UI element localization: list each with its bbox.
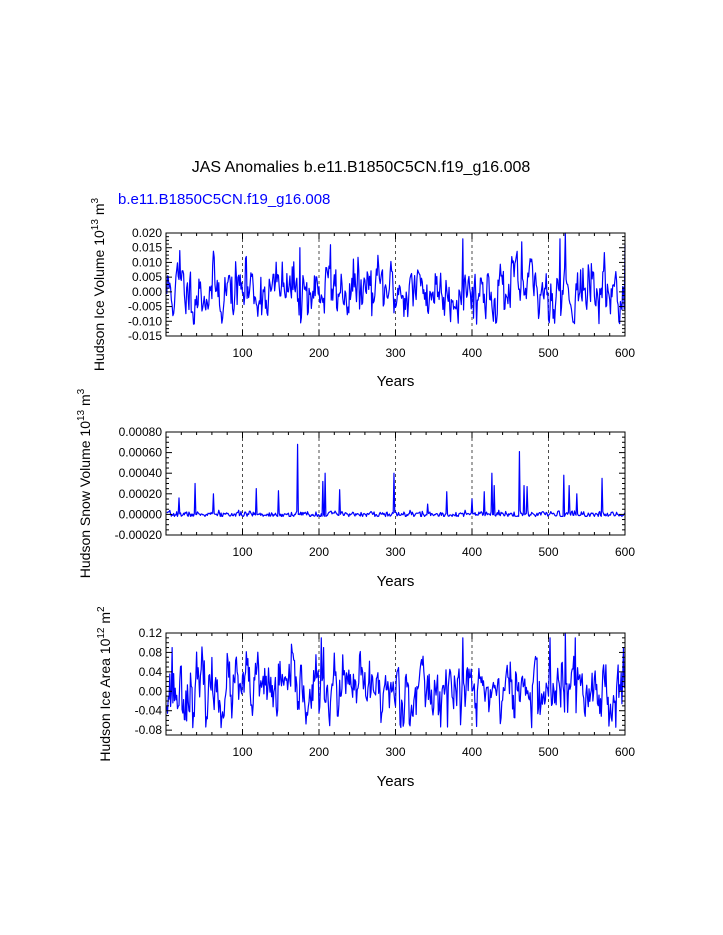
- y-tick-label: -0.08: [135, 723, 163, 737]
- x-tick-label: 300: [385, 545, 405, 559]
- series-line: [166, 443, 626, 518]
- panel-ice-area: 100 200 300 400 500 600 -0.08 -0.04 0.00 0.04 0.08…: [96, 606, 635, 790]
- y-tick-label: 0.00: [139, 684, 163, 698]
- x-tick-label: 400: [462, 545, 482, 559]
- series-line: [166, 632, 626, 729]
- y-tick-label: 0.12: [139, 626, 163, 640]
- plot-frame: [165, 431, 626, 536]
- x-tick-label: 200: [309, 545, 329, 559]
- x-tick-label: 300: [385, 745, 405, 759]
- y-tick-label: 0.00040: [119, 466, 163, 480]
- y-tick-label: 0.00080: [119, 425, 163, 439]
- x-tick-label: 300: [385, 346, 405, 360]
- y-axis-label: Hudson Ice Area 1012 m2: [96, 606, 113, 762]
- x-tick-label: 500: [538, 745, 558, 759]
- x-tick-label: 100: [232, 545, 252, 559]
- x-tick-label: 600: [615, 346, 635, 360]
- x-axis-label: Years: [377, 573, 415, 590]
- y-tick-label: 0.015: [132, 241, 162, 255]
- x-tick-label: 600: [615, 745, 635, 759]
- series-line: [166, 232, 626, 325]
- x-tick-label: 600: [615, 545, 635, 559]
- y-tick-label: -0.005: [128, 300, 162, 314]
- x-axis-label: Years: [377, 773, 415, 790]
- y-tick-label: 0.005: [132, 270, 162, 284]
- y-tick-label: -0.015: [128, 329, 162, 343]
- figure-title: JAS Anomalies b.e11.B1850C5CN.f19_g16.00…: [192, 159, 531, 176]
- x-axis-label: Years: [377, 373, 415, 390]
- y-axis-label: Hudson Snow Volume 1013 m3: [76, 388, 93, 578]
- y-tick-label: 0.010: [132, 255, 162, 269]
- x-tick-label: 500: [538, 346, 558, 360]
- panel-snow-volume: 100 200 300 400 500 600 -0.00020 0.00000 0.00020…: [76, 388, 635, 590]
- y-tick-label: 0.00000: [119, 507, 163, 521]
- y-tick-label: 0.000: [132, 285, 162, 299]
- y-tick-label: 0.08: [139, 645, 163, 659]
- x-tick-label: 200: [309, 745, 329, 759]
- x-tick-label: 100: [232, 745, 252, 759]
- y-tick-label: 0.04: [139, 665, 163, 679]
- x-tick-label: 400: [462, 745, 482, 759]
- y-tick-label: -0.00020: [115, 528, 163, 542]
- x-tick-label: 100: [232, 346, 252, 360]
- y-tick-label: -0.04: [135, 704, 163, 718]
- y-tick-label: 0.020: [132, 226, 162, 240]
- x-tick-label: 200: [309, 346, 329, 360]
- y-tick-label: 0.00020: [119, 487, 163, 501]
- figure-subtitle: b.e11.B1850C5CN.f19_g16.008: [118, 191, 330, 208]
- panel-ice-volume: 100 200 300 400 500 600-0.015-0.010-0.0050.00…: [90, 198, 635, 391]
- y-tick-label: 0.00060: [119, 446, 163, 460]
- y-tick-label: -0.010: [128, 314, 162, 328]
- x-tick-label: 500: [538, 545, 558, 559]
- x-tick-label: 400: [462, 346, 482, 360]
- y-axis-label: Hudson Ice Volume 1013 m3: [90, 198, 107, 372]
